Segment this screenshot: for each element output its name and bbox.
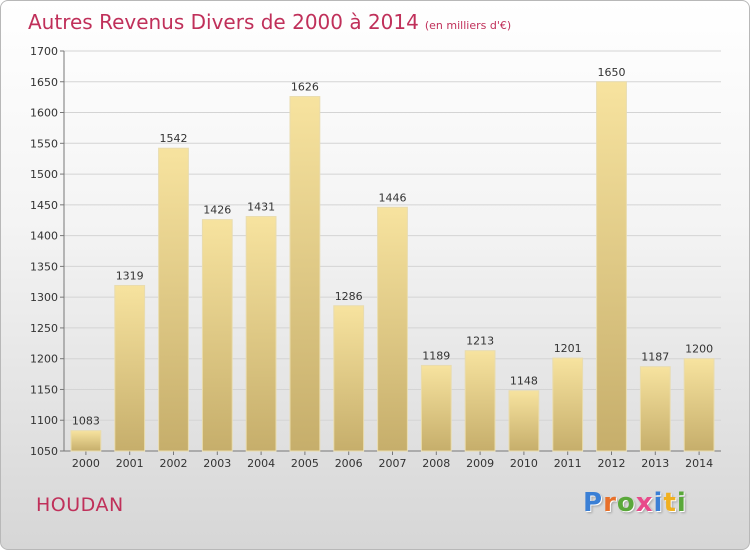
y-tick-label: 1250 (30, 322, 58, 335)
data-label: 1286 (335, 290, 363, 303)
y-tick-label: 1650 (30, 76, 58, 89)
x-tick-label: 2003 (203, 457, 231, 470)
bar (114, 284, 146, 452)
data-label: 1187 (641, 351, 669, 364)
brand-logo: Proxiti (583, 488, 687, 518)
y-tick-label: 1350 (30, 260, 58, 273)
data-label: 1626 (291, 81, 319, 94)
data-label: 1650 (598, 66, 626, 79)
x-tick-label: 2001 (116, 457, 144, 470)
bar (289, 96, 321, 452)
bar (464, 350, 496, 452)
x-tick-label: 2009 (466, 457, 494, 470)
x-tick-label: 2007 (379, 457, 407, 470)
data-labels: 1083 1319 1542 1426 1431 1626 1286 1446 1189 1213… (72, 66, 713, 428)
bar (596, 81, 627, 452)
x-tick-label: 2006 (335, 457, 363, 470)
brand-letter: t (663, 488, 677, 518)
city-name: HOUDAN (36, 494, 124, 516)
y-tick-label: 1400 (30, 230, 58, 243)
data-label: 1189 (422, 349, 450, 362)
x-tick-label: 2010 (510, 457, 538, 470)
bar (245, 216, 277, 452)
data-label: 1083 (72, 415, 100, 428)
x-tick-label: 2005 (291, 457, 319, 470)
x-tick-label: 2008 (422, 457, 450, 470)
data-label: 1431 (247, 201, 275, 214)
bar (377, 206, 408, 452)
data-label: 1446 (379, 191, 407, 204)
x-tick-label: 2011 (554, 457, 582, 470)
brand-letter: o (616, 488, 636, 518)
y-tick-label: 1050 (30, 445, 58, 458)
bar (333, 305, 365, 452)
x-tick-label: 2002 (160, 457, 188, 470)
title-text: Autres Revenus Divers de 2000 à 2014 (28, 10, 419, 34)
y-tick-label: 1600 (30, 107, 58, 120)
y-tick-label: 1500 (30, 168, 58, 181)
data-label: 1542 (160, 132, 188, 145)
data-label: 1200 (685, 343, 713, 356)
brand-letter: x (635, 488, 654, 518)
x-tick-label: 2004 (247, 457, 275, 470)
x-tick-label: 2012 (598, 457, 626, 470)
y-tick-label: 1700 (30, 45, 58, 58)
x-tick-label: 2000 (72, 457, 100, 470)
brand-letter: P (583, 488, 604, 518)
axes: 1050 1100 1150 1200 1250 1300 1350 1400 1450 1500… (30, 45, 721, 470)
data-label: 1319 (116, 269, 144, 282)
bar (683, 358, 715, 452)
bar (201, 219, 233, 452)
bar (420, 364, 452, 452)
bar (552, 357, 584, 452)
brand-letter: i (653, 488, 664, 518)
y-tick-label: 1150 (30, 383, 58, 396)
y-tick-label: 1100 (30, 414, 58, 427)
brand-letter: r (603, 488, 617, 518)
y-tick-label: 1200 (30, 353, 58, 366)
y-tick-label: 1550 (30, 137, 58, 150)
data-label: 1213 (466, 335, 494, 348)
bar (70, 430, 102, 452)
y-tick-label: 1450 (30, 199, 58, 212)
y-tick-label: 1300 (30, 291, 58, 304)
bar (508, 390, 540, 452)
bar (639, 366, 671, 452)
chart-subtitle: (en milliers d'€) (424, 19, 512, 32)
chart-title: Autres Revenus Divers de 2000 à 2014 (en … (28, 10, 511, 34)
x-tick-label: 2013 (641, 457, 669, 470)
data-label: 1201 (554, 342, 582, 355)
brand-letter: i (676, 488, 687, 518)
bar (158, 147, 189, 452)
x-tick-label: 2014 (685, 457, 713, 470)
data-label: 1148 (510, 375, 538, 388)
data-label: 1426 (203, 204, 231, 217)
bars (70, 81, 715, 452)
